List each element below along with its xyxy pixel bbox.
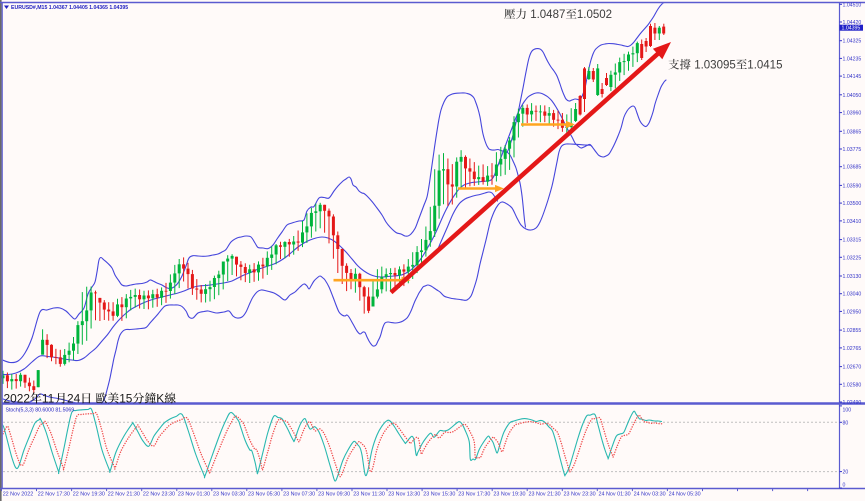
svg-text:1.03960: 1.03960 — [843, 111, 862, 117]
svg-text:24 Nov 03:30: 24 Nov 03:30 — [634, 492, 666, 498]
svg-text:23 Nov 21:30: 23 Nov 21:30 — [529, 492, 561, 498]
svg-text:23 Nov 01:30: 23 Nov 01:30 — [178, 492, 210, 498]
svg-text:Stoch(5,3,3) 80.6000 81.5069: Stoch(5,3,3) 80.6000 81.5069 — [6, 407, 75, 413]
svg-text:80: 80 — [843, 420, 849, 426]
svg-text:1.03095: 1.03095 — [694, 60, 736, 72]
svg-text:22 Nov 17:30: 22 Nov 17:30 — [38, 492, 70, 498]
svg-text:1.03040: 1.03040 — [843, 292, 862, 298]
svg-text:1.04420: 1.04420 — [843, 20, 862, 26]
svg-text:1.02765: 1.02765 — [843, 346, 862, 352]
svg-text:1.03775: 1.03775 — [843, 147, 862, 153]
svg-text:1.04145: 1.04145 — [843, 74, 862, 80]
svg-text:1.03590: 1.03590 — [843, 183, 862, 189]
svg-text:1.03130: 1.03130 — [843, 274, 862, 280]
svg-text:1.0415: 1.0415 — [747, 60, 782, 72]
svg-text:22 Nov 23:30: 22 Nov 23:30 — [143, 492, 175, 498]
svg-text:1.02950: 1.02950 — [843, 309, 862, 315]
svg-text:1.02670: 1.02670 — [843, 365, 862, 371]
svg-text:EURUSD#,M15 1.04367 1.04405 1.: EURUSD#,M15 1.04367 1.04405 1.04365 1.04… — [11, 5, 128, 11]
svg-text:1.03865: 1.03865 — [843, 129, 862, 135]
svg-text:1.03685: 1.03685 — [843, 165, 862, 171]
svg-text:1.04510: 1.04510 — [843, 2, 862, 8]
svg-text:1.03315: 1.03315 — [843, 238, 862, 244]
svg-text:22 Nov 2022: 22 Nov 2022 — [3, 492, 34, 498]
svg-text:23 Nov 03:30: 23 Nov 03:30 — [213, 492, 245, 498]
svg-text:23 Nov 15:30: 23 Nov 15:30 — [423, 492, 455, 498]
svg-text:1.02855: 1.02855 — [843, 328, 862, 334]
svg-text:0: 0 — [843, 483, 846, 489]
svg-text:1.0487: 1.0487 — [530, 9, 565, 21]
svg-text:1.02490: 1.02490 — [843, 400, 862, 406]
svg-text:1.04325: 1.04325 — [843, 39, 862, 45]
svg-text:1.0502: 1.0502 — [577, 9, 612, 21]
svg-text:23 Nov 09:30: 23 Nov 09:30 — [318, 492, 350, 498]
svg-text:1.04235: 1.04235 — [843, 56, 862, 62]
svg-text:23 Nov 13:30: 23 Nov 13:30 — [388, 492, 420, 498]
svg-text:24 Nov 01:30: 24 Nov 01:30 — [599, 492, 631, 498]
svg-text:2022: 2022 — [4, 392, 31, 406]
svg-text:15: 15 — [119, 392, 133, 406]
svg-text:20: 20 — [843, 470, 849, 476]
svg-text:1.03225: 1.03225 — [843, 255, 862, 261]
svg-text:22 Nov 19:30: 22 Nov 19:30 — [73, 492, 105, 498]
svg-text:23 Nov 17:30: 23 Nov 17:30 — [458, 492, 490, 498]
svg-text:24: 24 — [67, 392, 81, 406]
svg-text:1.03410: 1.03410 — [843, 219, 862, 225]
svg-text:1.04395: 1.04395 — [842, 26, 861, 32]
svg-text:23 Nov 05:30: 23 Nov 05:30 — [248, 492, 280, 498]
svg-text:22 Nov 21:30: 22 Nov 21:30 — [108, 492, 140, 498]
svg-text:1.03500: 1.03500 — [843, 201, 862, 207]
svg-text:24 Nov 05:30: 24 Nov 05:30 — [669, 492, 701, 498]
svg-text:23 Nov 19:30: 23 Nov 19:30 — [493, 492, 525, 498]
svg-text:1.04050: 1.04050 — [843, 93, 862, 99]
svg-text:23 Nov 07:30: 23 Nov 07:30 — [283, 492, 315, 498]
svg-text:23 Nov 23:30: 23 Nov 23:30 — [564, 492, 596, 498]
svg-text:11: 11 — [42, 392, 55, 406]
svg-text:100: 100 — [843, 407, 852, 413]
svg-text:1.02580: 1.02580 — [843, 382, 862, 388]
svg-text:23 Nov 11:30: 23 Nov 11:30 — [353, 492, 385, 498]
svg-text:K: K — [156, 392, 164, 406]
